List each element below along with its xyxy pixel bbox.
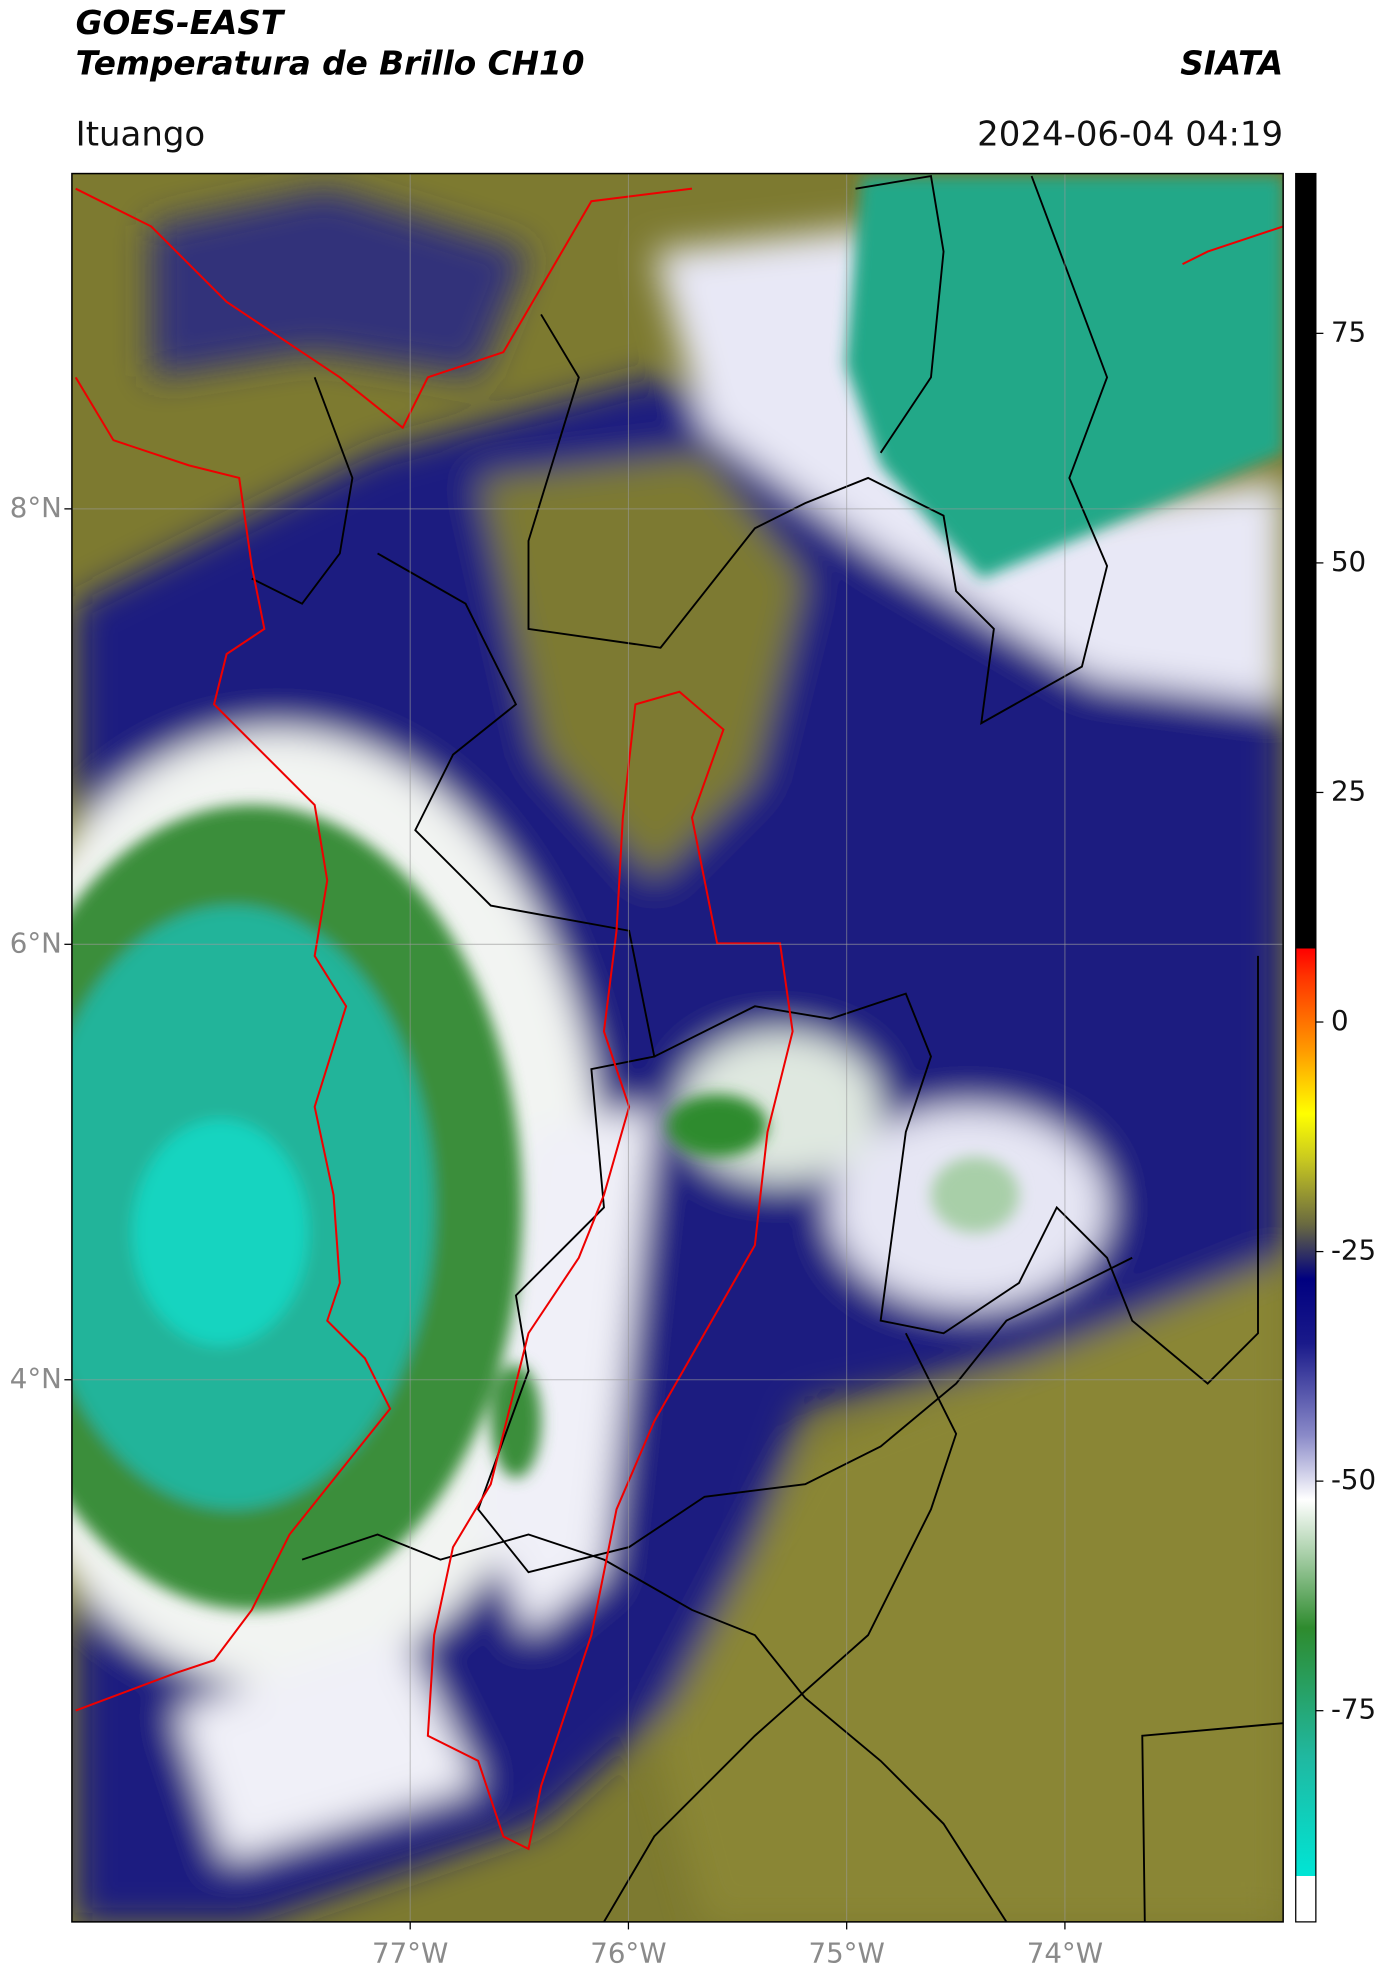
border [653, 955, 1259, 1385]
map-frame [71, 172, 1284, 1923]
colorbar: 75 50 25 0 -25 -50 -75 [1295, 172, 1376, 1923]
cloud-teal [845, 176, 1284, 579]
location: Ituango [76, 114, 206, 154]
graticule: 77°W 76°W 75°W 74°W 8°N 6°N 4°N [10, 173, 1284, 1970]
y-tick-label: 8°N [10, 491, 62, 524]
border [377, 552, 1133, 1574]
x-tick-label: 75°W [808, 1937, 884, 1970]
colorbar-bar [1295, 172, 1317, 1923]
y-tick-label: 4°N [10, 1362, 62, 1395]
cloud-olive [654, 1257, 1284, 1922]
admin-borders [251, 175, 1284, 1922]
cloud-white [654, 226, 1284, 705]
x-tick-label: 76°W [590, 1937, 666, 1970]
border [251, 377, 354, 605]
department-outline [426, 690, 794, 1851]
y-tick-label: 6°N [10, 926, 62, 959]
red-borders [74, 187, 1284, 1851]
colorbar-tick-label: -75 [1331, 1693, 1376, 1726]
cloud-green [666, 1094, 768, 1158]
cloud-teal [132, 1119, 309, 1346]
datetime: 2024-06-04 04:19 [977, 114, 1283, 154]
colorbar-tick-label: -50 [1331, 1463, 1376, 1496]
colorbar-tick-label: 25 [1331, 774, 1366, 807]
border [301, 1533, 1008, 1922]
cloud-white [176, 1635, 479, 1862]
border [855, 175, 945, 454]
colorbar-tick-label: 50 [1331, 545, 1366, 578]
product: Temperatura de Brillo CH10 [76, 44, 585, 82]
x-tick-label: 74°W [1027, 1937, 1103, 1970]
cold-tops [71, 176, 1284, 1610]
border-red [75, 187, 693, 430]
satellite-image [71, 173, 1284, 1922]
cloud-green [490, 1364, 542, 1478]
cloud-olive [478, 452, 806, 881]
satellite: GOES-EAST [76, 4, 286, 42]
x-tick-label: 77°W [372, 1937, 448, 1970]
cloud-navy [151, 188, 529, 378]
colorbar-tick-label: 75 [1331, 315, 1366, 348]
border [527, 175, 1109, 725]
colorbar-tick-label: 0 [1331, 1004, 1349, 1037]
border-red [1182, 225, 1284, 266]
border [603, 1332, 958, 1922]
colorbar-tick-label: -25 [1331, 1234, 1376, 1267]
agency: SIATA [1180, 44, 1283, 82]
coast [74, 376, 392, 1712]
cloud-green [930, 1157, 1020, 1233]
border [1141, 1722, 1284, 1922]
cloud-white [478, 1106, 655, 1636]
